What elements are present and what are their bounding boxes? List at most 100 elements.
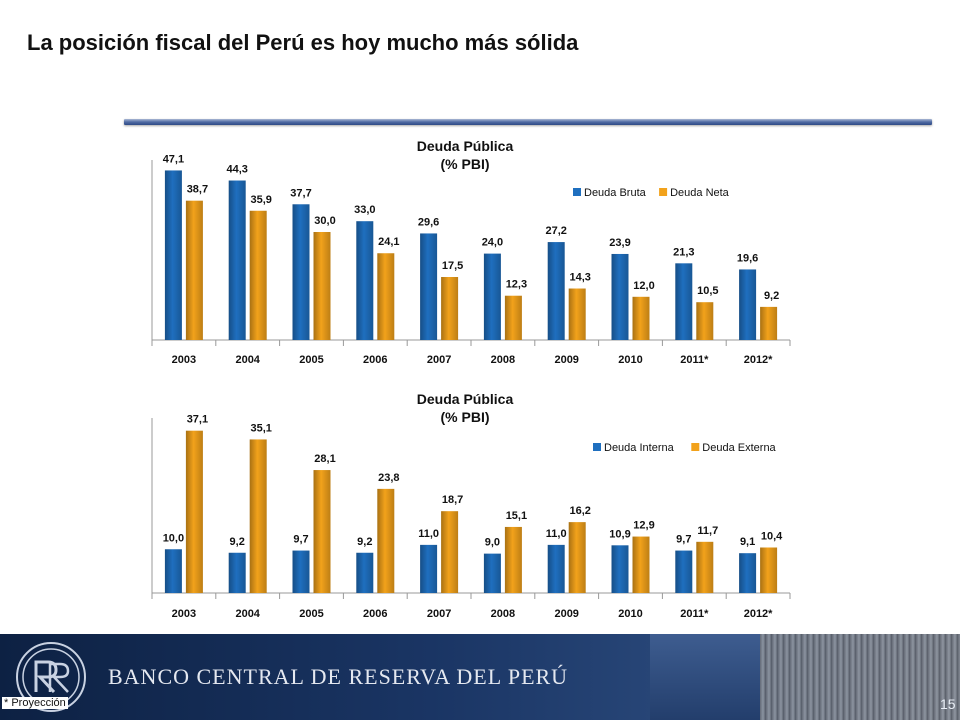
data-label: 11,0: [418, 528, 439, 540]
bar-deuda-neta: [185, 200, 203, 340]
bar-deuda-bruta: [611, 253, 629, 340]
bar-deuda-externa: [249, 439, 267, 593]
bar-deuda-bruta: [547, 242, 565, 340]
data-label: 35,1: [250, 422, 271, 434]
bar-deuda-neta: [313, 232, 331, 340]
data-label: 9,2: [230, 536, 245, 548]
chart-internal-external-debt: Deuda Pública (% PBI) 2003 10,0 37,1 2004 9,2 3…: [151, 391, 791, 620]
bank-name: BANCO CENTRAL DE RESERVA DEL PERÚ: [108, 664, 569, 689]
data-label: 27,2: [545, 225, 566, 237]
data-label: 16,2: [569, 505, 590, 517]
legend-label: Deuda Interna: [604, 442, 675, 454]
x-tick-label: 2009: [554, 608, 578, 620]
data-label: 11,7: [697, 525, 718, 537]
bar-deuda-neta: [504, 295, 522, 340]
data-label: 23,8: [378, 472, 399, 484]
data-label: 9,1: [740, 536, 755, 548]
bar-deuda-externa: [377, 488, 395, 593]
x-tick-label: 2011*: [680, 608, 709, 620]
x-tick-label: 2009: [554, 354, 578, 366]
data-label: 10,5: [697, 285, 718, 297]
title-rule: [124, 119, 932, 125]
bar-deuda-bruta: [228, 180, 246, 340]
data-label: 9,7: [676, 534, 691, 546]
data-label: 9,7: [293, 534, 308, 546]
chart-title: Deuda Pública: [417, 391, 514, 407]
x-tick-label: 2005: [299, 608, 323, 620]
bar-deuda-interna: [228, 552, 246, 593]
bar-deuda-bruta: [675, 263, 693, 340]
legend-swatch: [691, 443, 700, 451]
data-label: 29,6: [418, 216, 439, 228]
bar-deuda-externa: [504, 526, 522, 593]
bar-deuda-externa: [313, 470, 331, 593]
x-tick-label: 2006: [363, 608, 387, 620]
legend-swatch: [659, 188, 668, 196]
bar-deuda-externa: [568, 522, 586, 593]
x-tick-label: 2012*: [744, 354, 773, 366]
footer-banner: BANCO CENTRAL DE RESERVA DEL PERÚ: [0, 634, 960, 720]
chart-subtitle: (% PBI): [441, 409, 490, 425]
bar-deuda-neta: [249, 210, 267, 340]
bar-deuda-neta: [696, 302, 714, 340]
bar-deuda-interna: [292, 550, 310, 593]
data-label: 12,9: [633, 520, 654, 532]
footer-window-photo: [650, 634, 760, 720]
data-label: 12,0: [633, 280, 654, 292]
bar-deuda-bruta: [356, 221, 374, 340]
bar-deuda-bruta: [164, 170, 182, 340]
bar-deuda-bruta: [483, 253, 501, 340]
bar-deuda-externa: [696, 541, 714, 593]
data-label: 23,9: [609, 237, 630, 249]
data-label: 17,5: [442, 260, 463, 272]
page-number: 15: [940, 696, 956, 712]
data-label: 18,7: [442, 494, 463, 506]
x-tick-label: 2007: [427, 608, 451, 620]
bar-deuda-externa: [632, 536, 650, 593]
bar-deuda-interna: [611, 545, 629, 593]
data-label: 24,0: [482, 237, 503, 249]
data-label: 30,0: [314, 215, 335, 227]
bar-deuda-neta: [632, 296, 650, 340]
data-label: 35,9: [250, 194, 271, 206]
footnote-projection: * Proyección: [2, 697, 68, 709]
legend-label: Deuda Bruta: [584, 187, 647, 199]
data-label: 15,1: [506, 510, 527, 522]
data-label: 33,0: [354, 204, 375, 216]
data-label: 44,3: [226, 164, 247, 176]
data-label: 47,1: [163, 153, 184, 165]
bar-deuda-bruta: [739, 269, 757, 340]
bar-deuda-interna: [739, 553, 757, 593]
legend-swatch: [573, 188, 581, 196]
data-label: 37,1: [187, 414, 208, 426]
x-tick-label: 2008: [491, 608, 515, 620]
data-label: 37,7: [290, 187, 311, 199]
bar-deuda-neta: [377, 253, 395, 340]
x-tick-label: 2004: [235, 608, 260, 620]
chart-gross-net-debt: Deuda Pública (% PBI) 2003 47,1 38,7 2004 44,3…: [151, 138, 791, 366]
data-label: 10,4: [761, 531, 783, 543]
bar-deuda-neta: [441, 277, 459, 340]
x-tick-label: 2012*: [744, 608, 773, 620]
data-label: 38,7: [187, 184, 208, 196]
data-label: 12,3: [506, 279, 527, 291]
bar-deuda-externa: [185, 430, 203, 593]
x-tick-label: 2010: [618, 608, 642, 620]
data-label: 19,6: [737, 252, 758, 264]
bar-deuda-neta: [568, 288, 586, 340]
legend-swatch: [593, 443, 601, 451]
data-label: 10,0: [163, 532, 184, 544]
bar-deuda-externa: [760, 547, 778, 593]
data-label: 28,1: [314, 453, 335, 465]
data-label: 14,3: [569, 272, 590, 284]
bar-deuda-interna: [420, 544, 438, 593]
bar-deuda-bruta: [292, 204, 310, 340]
data-label: 9,2: [764, 290, 779, 302]
footer-building-photo: [760, 634, 960, 720]
chart-title: Deuda Pública: [417, 138, 514, 154]
legend-label: Deuda Externa: [702, 442, 776, 454]
data-label: 24,1: [378, 236, 399, 248]
data-label: 10,9: [609, 528, 630, 540]
chart-subtitle: (% PBI): [441, 156, 490, 172]
data-label: 9,0: [485, 537, 500, 549]
